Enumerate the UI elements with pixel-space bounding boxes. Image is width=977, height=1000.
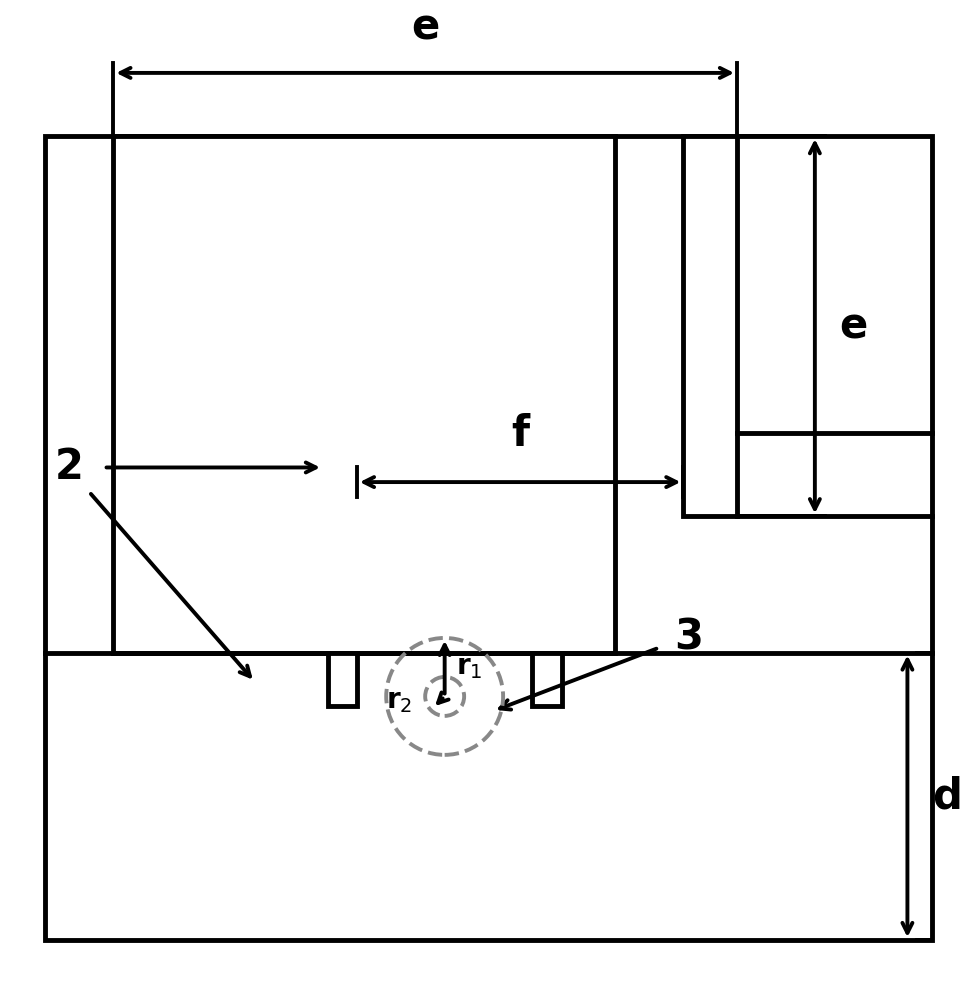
Text: d: d [932,775,961,817]
Bar [113,136,616,653]
Text: e: e [839,305,868,347]
Bar [327,653,357,706]
Text: 2: 2 [55,446,84,488]
Bar [45,136,932,940]
Bar [532,653,562,706]
Bar [683,136,737,516]
Text: e: e [411,7,440,49]
Text: r$_1$: r$_1$ [456,653,483,681]
Text: 3: 3 [674,617,702,659]
Text: f: f [511,413,530,455]
Text: r$_2$: r$_2$ [386,687,412,715]
